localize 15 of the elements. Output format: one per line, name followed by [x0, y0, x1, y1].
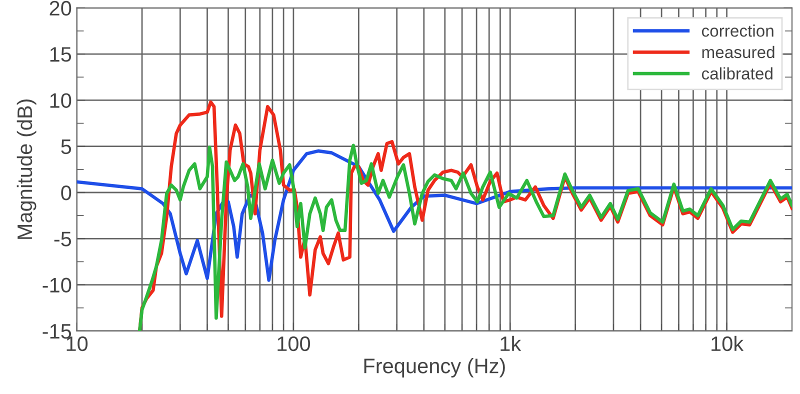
y-tick-label: 10	[50, 93, 72, 108]
x-tick-label: 1k	[500, 336, 522, 351]
x-tick-label: 100	[278, 336, 310, 352]
y-axis-title: Magnitude (dB)	[16, 99, 36, 239]
x-tick-label: 10k	[712, 336, 744, 352]
y-tick-label: 5	[61, 140, 72, 154]
y-tick-label: 15	[50, 47, 72, 62]
y-tick-label: -10	[42, 278, 72, 293]
legend-label: calibrated	[702, 67, 772, 80]
y-tick-label: 20	[50, 0, 72, 16]
y-tick-label: -5	[54, 232, 72, 246]
y-tick-label: 0	[61, 186, 72, 200]
x-axis-title: Frequency (Hz)	[364, 358, 505, 378]
legend-label: correction	[702, 24, 774, 37]
legend-label: measured	[702, 46, 774, 58]
